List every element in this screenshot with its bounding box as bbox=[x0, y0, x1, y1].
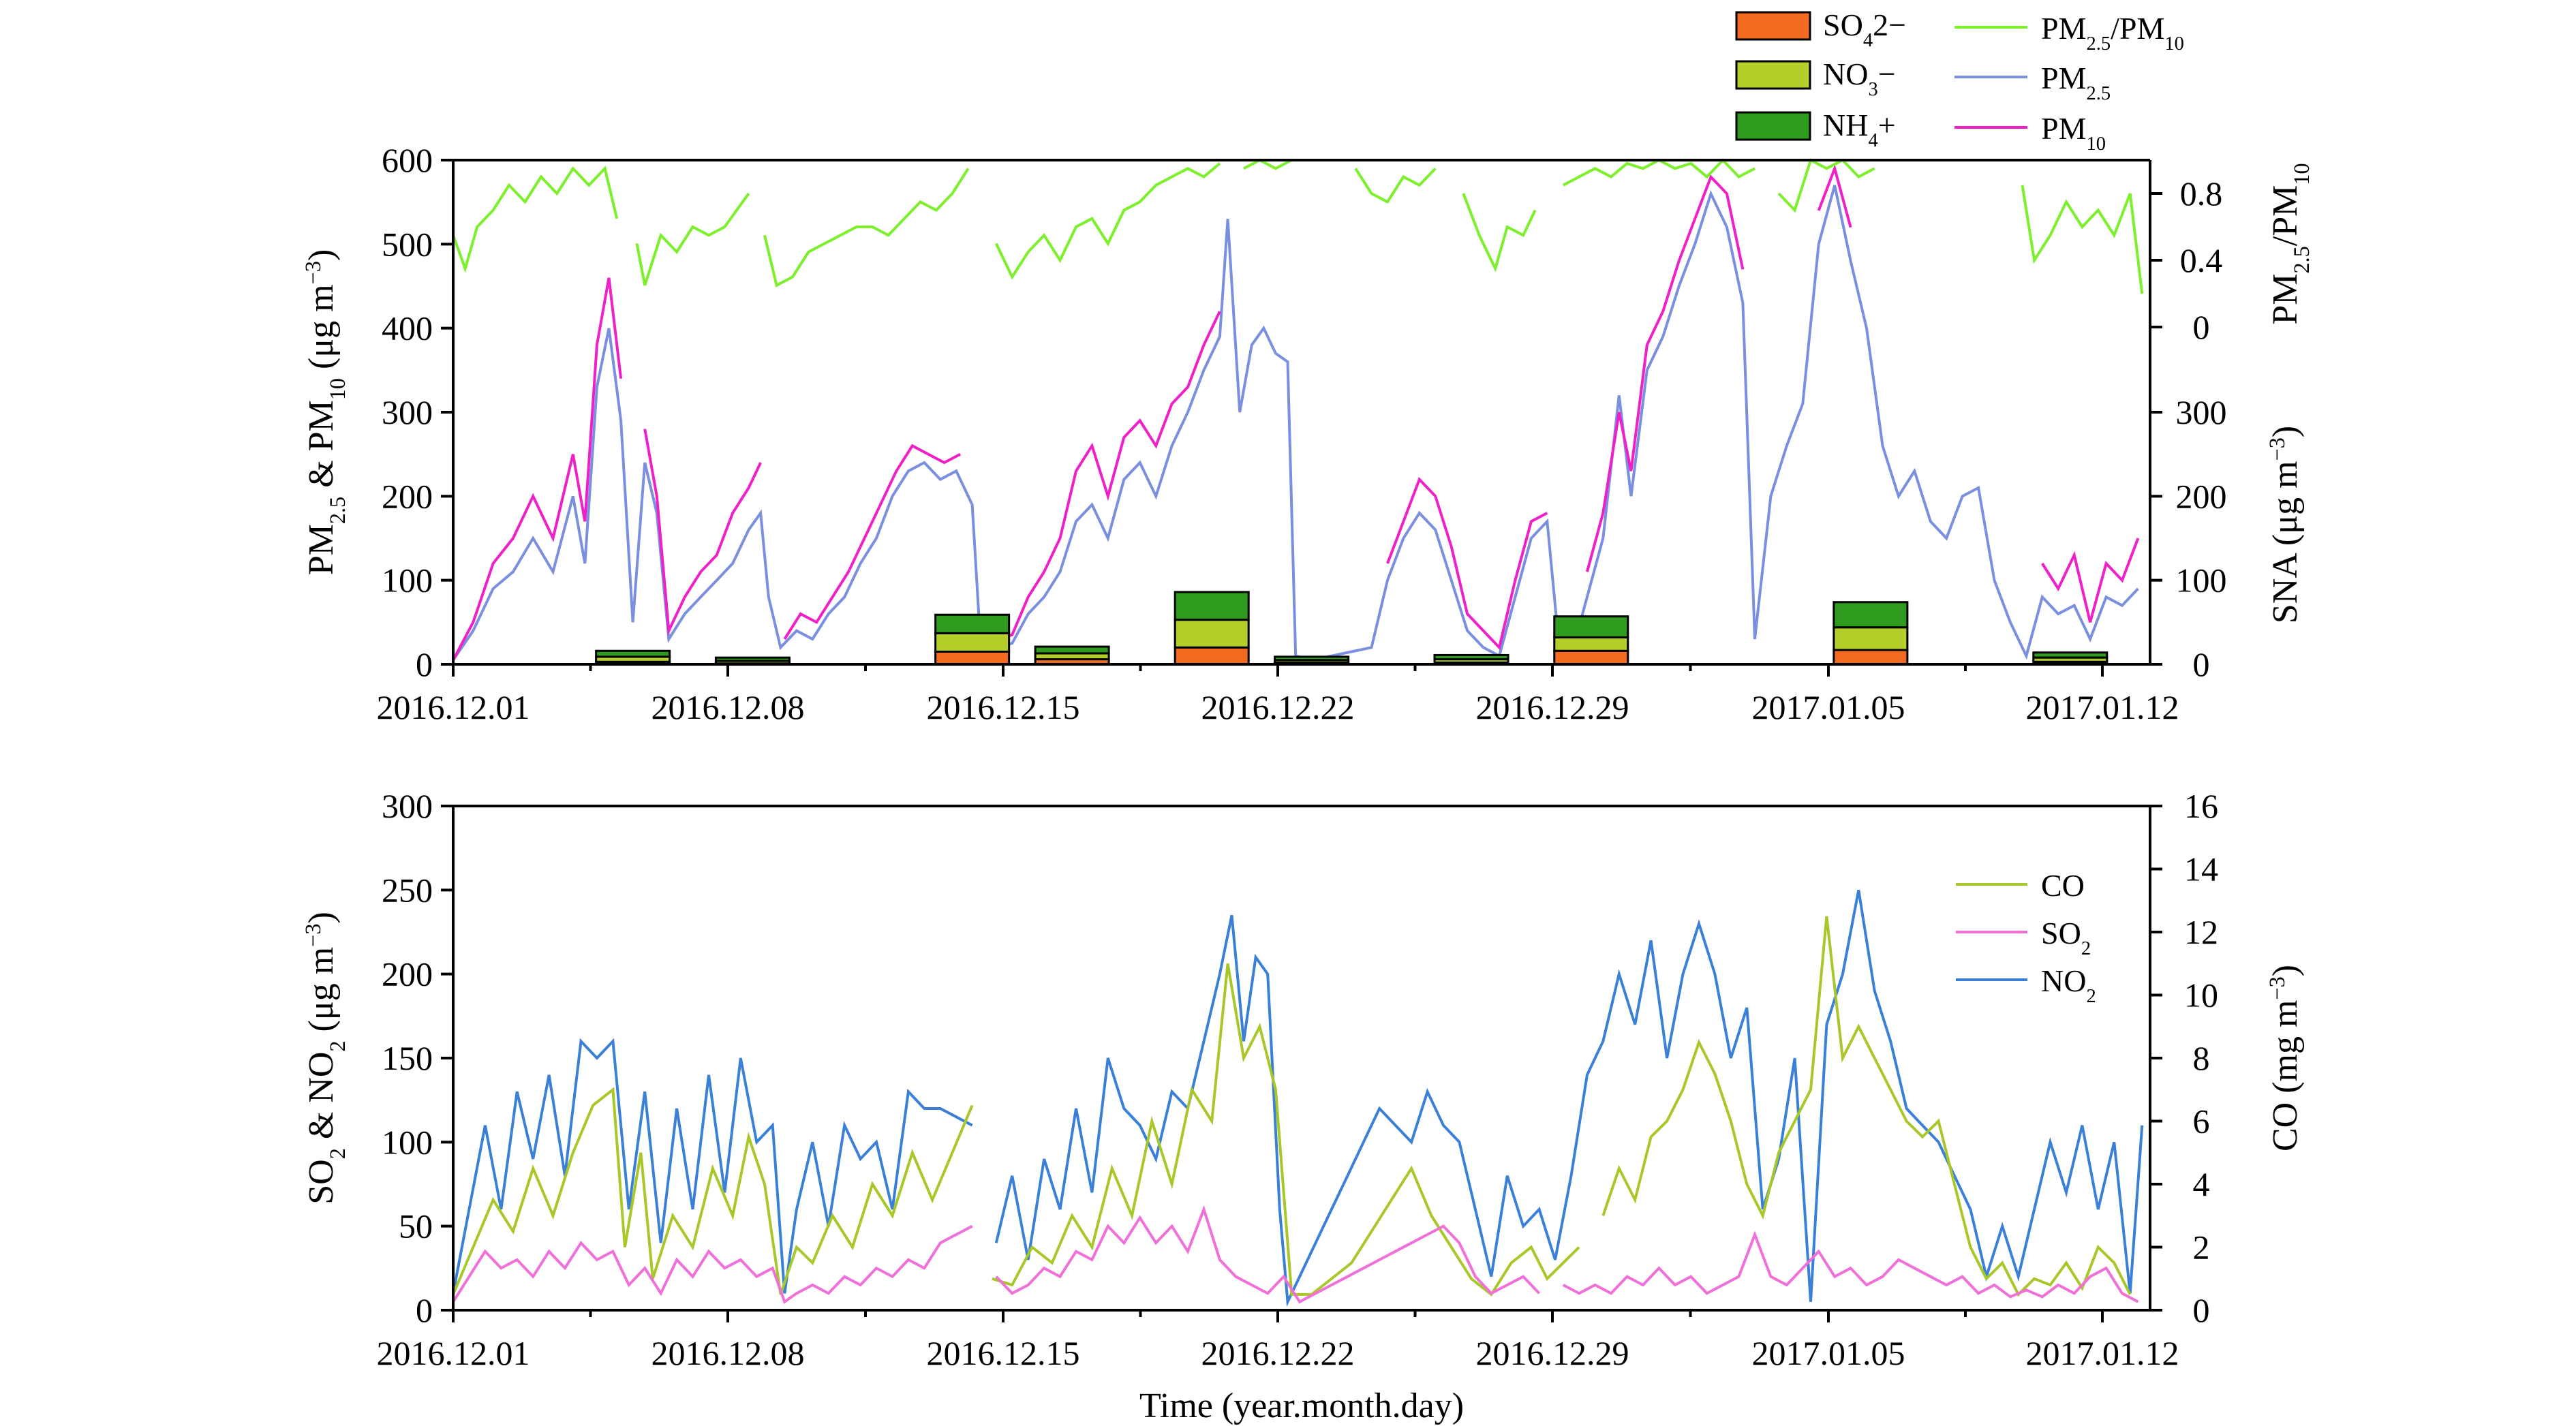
top-ratio-tick-label-2: 0.8 bbox=[2180, 174, 2223, 213]
legend-bar-swatch-1 bbox=[1735, 60, 1811, 90]
legend-bar-label-2: NH4+ bbox=[1823, 108, 1896, 151]
sna-bar-no3-4 bbox=[1174, 619, 1250, 649]
legend-line-label-2: PM10 bbox=[2041, 111, 2106, 155]
bottom-y-tick-label-3: 150 bbox=[382, 1039, 433, 1077]
sna-bar-nh4-9 bbox=[2032, 651, 2109, 659]
bottom-co-tick-label-1: 2 bbox=[2193, 1228, 2210, 1267]
bottom-panel: 2016.12.01 2016.12.08 2016.12.15 2016.12.22… bbox=[301, 787, 2305, 1372]
bottom-x-tick-label-4: 2016.12.29 bbox=[1476, 1334, 1629, 1372]
sna-bar-nh4-8 bbox=[1833, 601, 1909, 629]
bottom-co-tick-label-7: 14 bbox=[2184, 850, 2218, 888]
top-x-tick-label-1: 2016.12.08 bbox=[651, 688, 805, 726]
series-line-so2 bbox=[452, 1205, 2139, 1304]
top-sna-axis-label: SNA (μg m−3) bbox=[2265, 426, 2305, 623]
top-sna-tick-label-0: 0 bbox=[2193, 645, 2210, 683]
bottom-co-tick-label-4: 8 bbox=[2193, 1039, 2210, 1077]
sna-bar-so4-8 bbox=[1833, 649, 1909, 666]
top-y-tick-label-6: 600 bbox=[382, 141, 433, 179]
bottom-y-axis-label: SO2 & NO2 (μg m−3) bbox=[301, 912, 350, 1205]
sna-bar-nh4-7 bbox=[1553, 615, 1629, 639]
sna-bar-nh4-3 bbox=[1034, 645, 1110, 655]
top-y-tick-label-2: 200 bbox=[382, 477, 433, 515]
sna-bar-so4-7 bbox=[1553, 649, 1629, 666]
top-x-tick-label-6: 2017.01.12 bbox=[2026, 688, 2179, 726]
series-line-pm10 bbox=[452, 164, 2140, 661]
bottom-x-tick-label-5: 2017.01.05 bbox=[1752, 1334, 1905, 1372]
legend-bar-swatch-2 bbox=[1735, 111, 1811, 141]
top-sna-tick-label-2: 200 bbox=[2176, 477, 2227, 515]
sna-bar-no3-8 bbox=[1833, 626, 1909, 651]
bottom-y-tick-label-1: 50 bbox=[399, 1207, 433, 1245]
top-x-tick-label-3: 2016.12.22 bbox=[1201, 688, 1355, 726]
bottom-x-tick-label-6: 2017.01.12 bbox=[2026, 1334, 2179, 1372]
top-x-tick-label-0: 2016.12.01 bbox=[377, 688, 530, 726]
sna-bar-no3-7 bbox=[1553, 636, 1629, 652]
sna-bar-nh4-4 bbox=[1174, 591, 1250, 621]
top-ratio-tick-label-1: 0.4 bbox=[2180, 241, 2223, 279]
sna-bar-nh4-0 bbox=[595, 649, 671, 658]
bottom-x-tick-label-3: 2016.12.22 bbox=[1201, 1334, 1355, 1372]
legend-line-label-1: PM2.5 bbox=[2041, 61, 2111, 104]
bottom-y-tick-label-4: 200 bbox=[382, 955, 433, 993]
top-y-tick-label-0: 0 bbox=[416, 645, 433, 683]
bottom-co-axis-label: CO (mg m−3) bbox=[2265, 965, 2305, 1151]
bottom-legend-label-1: SO2 bbox=[2041, 916, 2091, 959]
top-y-tick-label-1: 100 bbox=[382, 561, 433, 600]
sna-bar-nh4-5 bbox=[1274, 655, 1350, 662]
bottom-x-tick-label-0: 2016.12.01 bbox=[377, 1334, 530, 1372]
legend-line-label-0: PM2.5/PM10 bbox=[2041, 11, 2184, 55]
bottom-y-tick-label-0: 0 bbox=[416, 1291, 433, 1329]
top-y-tick-label-5: 500 bbox=[382, 225, 433, 263]
top-ratio-tick-label-0: 0 bbox=[2193, 308, 2210, 346]
bottom-x-tick-label-1: 2016.12.08 bbox=[651, 1334, 805, 1372]
legend-bar-label-0: SO42− bbox=[1823, 7, 1906, 51]
bottom-y-tick-label-5: 250 bbox=[382, 871, 433, 909]
top-x-tick-label-2: 2016.12.15 bbox=[927, 688, 1080, 726]
bottom-co-tick-label-5: 10 bbox=[2184, 976, 2218, 1014]
sna-bar-so4-4 bbox=[1174, 646, 1250, 666]
bottom-x-axis-label: Time (year.month.day) bbox=[1139, 1386, 1464, 1425]
bottom-x-tick-label-2: 2016.12.15 bbox=[927, 1334, 1080, 1372]
top-x-tick-label-5: 2017.01.05 bbox=[1752, 688, 1905, 726]
bottom-co-tick-label-2: 4 bbox=[2193, 1165, 2210, 1203]
bottom-y-tick-label-2: 100 bbox=[382, 1123, 433, 1161]
bottom-co-tick-label-6: 12 bbox=[2184, 913, 2218, 951]
top-y-tick-label-4: 400 bbox=[382, 309, 433, 347]
bottom-co-tick-label-8: 16 bbox=[2184, 787, 2218, 825]
bottom-legend-label-2: NO2 bbox=[2041, 963, 2096, 1007]
legend-bar-swatch-0 bbox=[1735, 11, 1811, 41]
sna-bar-nh4-6 bbox=[1433, 653, 1509, 661]
legend-bar-label-1: NO3− bbox=[1823, 57, 1896, 100]
top-x-tick-label-4: 2016.12.29 bbox=[1476, 688, 1629, 726]
sna-bar-so4-2 bbox=[934, 651, 1011, 666]
top-sna-tick-label-1: 100 bbox=[2176, 561, 2227, 600]
sna-bar-no3-2 bbox=[934, 632, 1011, 653]
top-y-axis-label: PM2.5 & PM10 (μg m−3) bbox=[301, 249, 350, 576]
top-ratio-axis-label: PM2.5/PM10 bbox=[2266, 163, 2314, 324]
bottom-co-tick-label-0: 0 bbox=[2193, 1291, 2210, 1329]
sna-bar-nh4-1 bbox=[714, 656, 791, 662]
series-line-pm25 bbox=[452, 185, 2139, 662]
bottom-y-tick-label-6: 300 bbox=[382, 787, 433, 825]
top-sna-tick-label-3: 300 bbox=[2176, 393, 2227, 431]
top-y-tick-label-3: 300 bbox=[382, 393, 433, 431]
bottom-co-tick-label-3: 6 bbox=[2193, 1102, 2210, 1141]
top-panel: 2016.12.01 2016.12.08 2016.12.15 2016.12.22… bbox=[301, 7, 2314, 726]
bottom-legend-label-0: CO bbox=[2041, 868, 2085, 903]
sna-bar-nh4-2 bbox=[934, 613, 1011, 634]
